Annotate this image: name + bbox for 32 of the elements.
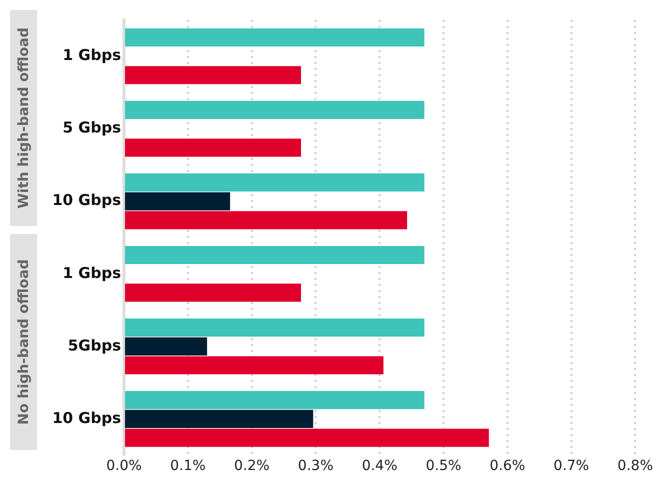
y-tick-label: 10 Gbps bbox=[52, 191, 122, 210]
bar bbox=[125, 192, 230, 210]
x-tick-label: 0.6% bbox=[490, 458, 526, 474]
bar bbox=[125, 138, 302, 157]
bar bbox=[125, 66, 302, 84]
bar bbox=[125, 28, 424, 46]
x-tick-label: 0.0% bbox=[106, 458, 142, 474]
bar bbox=[125, 318, 424, 337]
y-tick-label: 5Gbps bbox=[68, 336, 122, 354]
y-tick-label: 10 Gbps bbox=[52, 408, 122, 427]
y-tick-label: 1 Gbps bbox=[62, 46, 122, 64]
x-tick-label: 0.8% bbox=[617, 458, 654, 474]
bar bbox=[125, 284, 302, 302]
y-tick-label: 1 Gbps bbox=[62, 264, 122, 282]
bar bbox=[125, 337, 208, 356]
bar bbox=[125, 428, 489, 447]
x-tick-label: 0.5% bbox=[426, 458, 462, 474]
group-label-strip: No high-band offload bbox=[10, 234, 37, 450]
bar bbox=[125, 391, 424, 410]
bar bbox=[125, 211, 408, 230]
bar bbox=[125, 356, 384, 374]
y-tick-label: 5 Gbps bbox=[62, 118, 122, 137]
x-tick-label: 0.1% bbox=[170, 458, 206, 474]
x-tick-label: 0.7% bbox=[554, 458, 590, 474]
bar bbox=[125, 100, 424, 119]
group-label-strip: With high-band offload bbox=[10, 10, 37, 226]
x-tick-label: 0.3% bbox=[298, 458, 334, 474]
x-tick-label: 0.4% bbox=[362, 458, 398, 474]
bar bbox=[125, 173, 424, 192]
bar bbox=[125, 410, 314, 428]
x-tick-label: 0.2% bbox=[234, 458, 270, 474]
bar bbox=[125, 246, 424, 264]
